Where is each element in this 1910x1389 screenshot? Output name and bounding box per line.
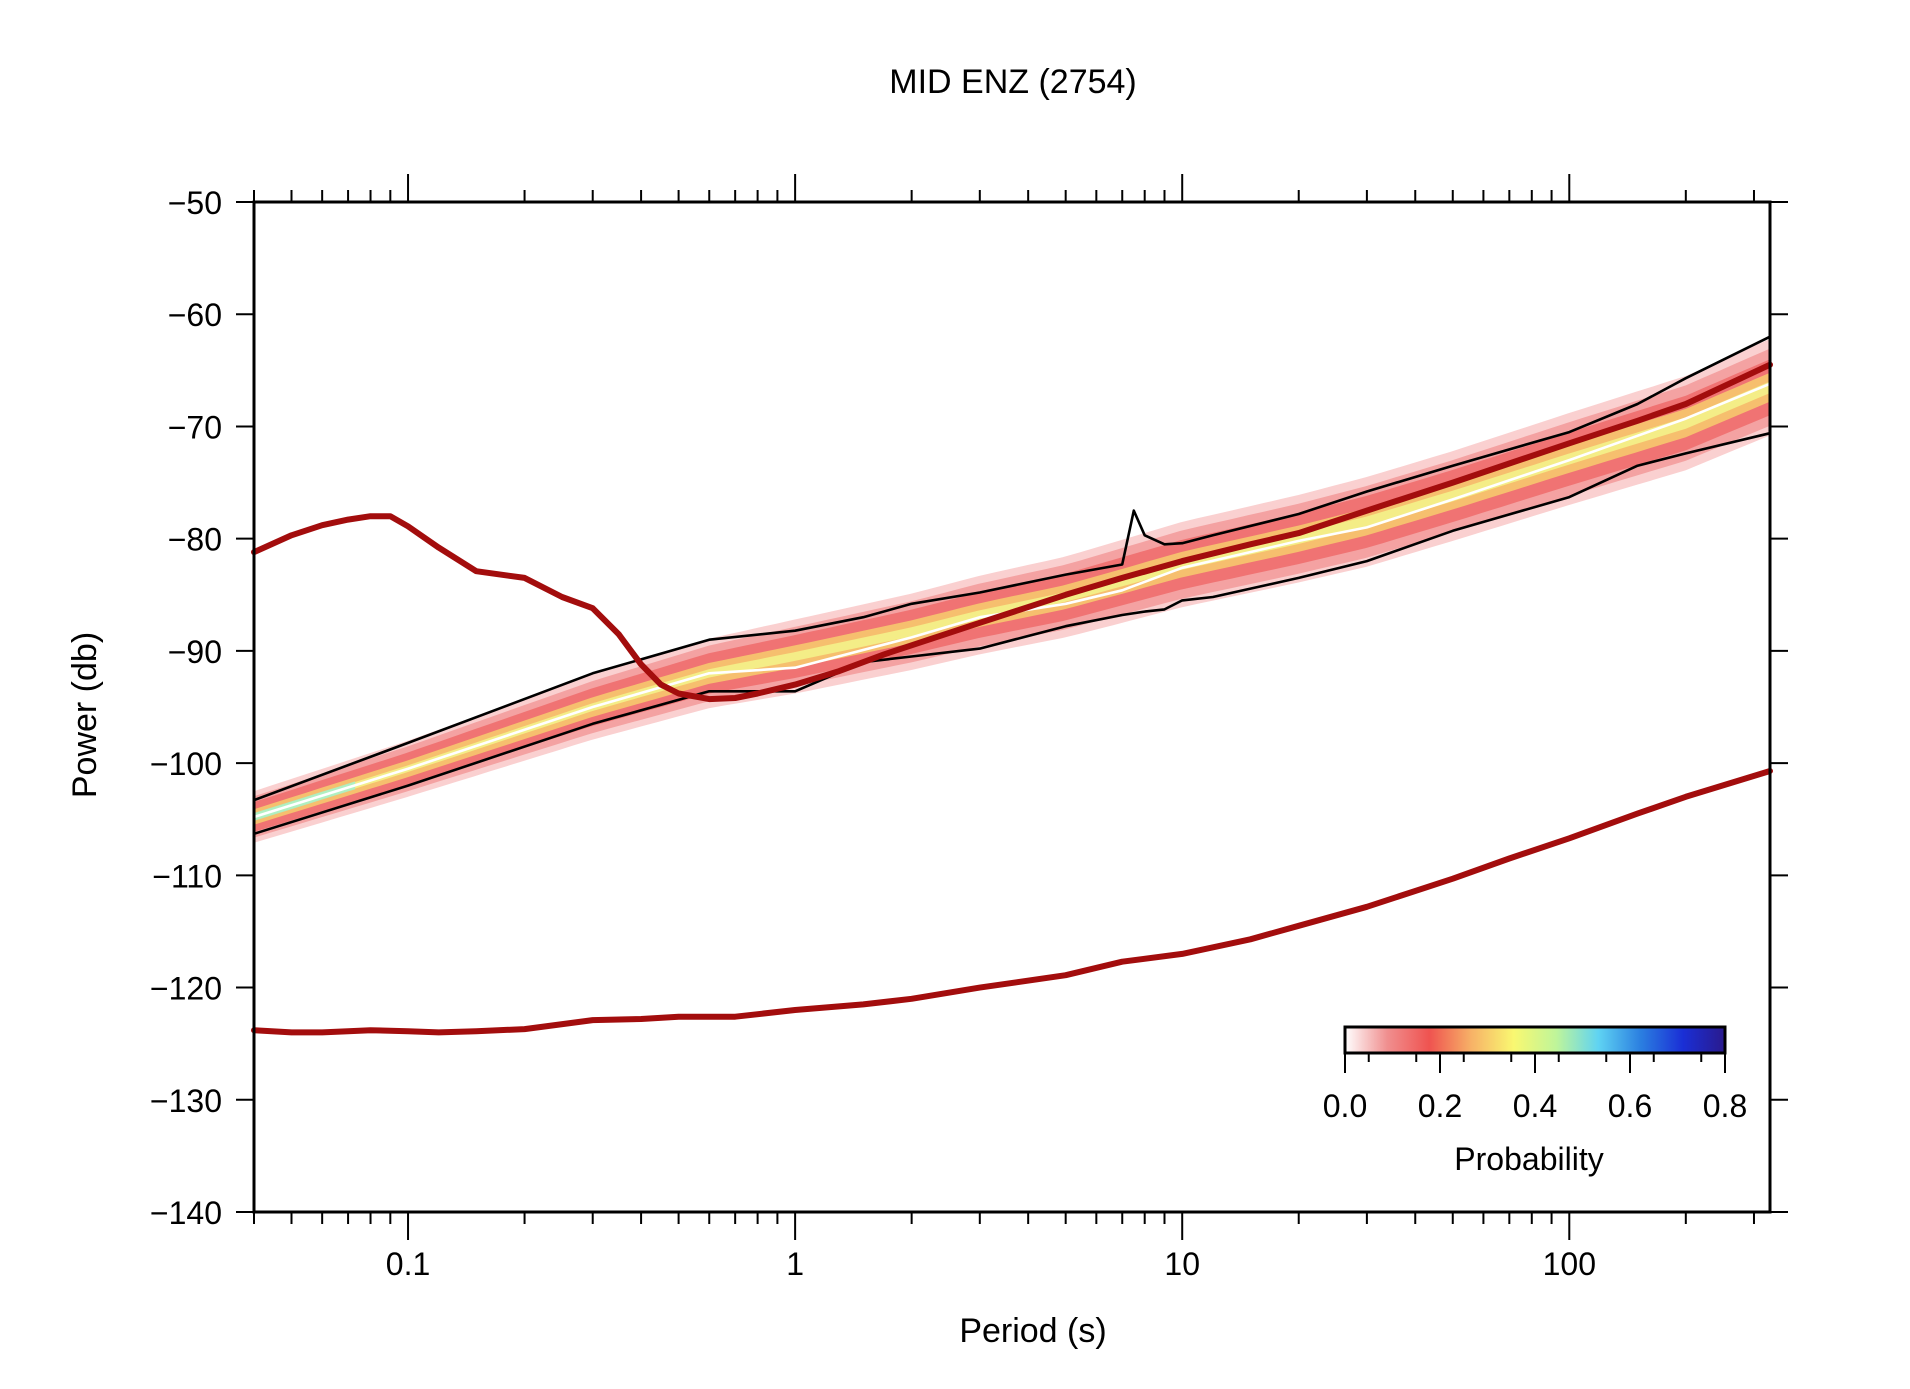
y-tick-label: −70 bbox=[168, 409, 222, 445]
series-line-lower-percentile bbox=[252, 431, 1772, 836]
colorbar-tick-label: 0.6 bbox=[1608, 1088, 1652, 1124]
x-tick-label: 1 bbox=[786, 1246, 804, 1282]
pdf-band-layer-3 bbox=[254, 372, 1770, 825]
y-tick-label: −50 bbox=[168, 185, 222, 221]
series-line-mode bbox=[252, 382, 1772, 819]
colorbar: Probability 0.0 0.2 0.4 0.6 0.8 bbox=[1323, 1025, 1747, 1177]
y-tick-label: −120 bbox=[150, 971, 222, 1007]
y-tick-label: −110 bbox=[152, 858, 222, 894]
y-tick-label: −140 bbox=[150, 1195, 222, 1231]
x-axis-label: Period (s) bbox=[959, 1312, 1106, 1350]
series-line-low-noise-model bbox=[251, 768, 1773, 1036]
x-tick-label: 10 bbox=[1164, 1246, 1200, 1282]
y-tick-label: −60 bbox=[168, 297, 222, 333]
y-tick-label: −90 bbox=[168, 634, 222, 670]
colorbar-label: Probability bbox=[1454, 1141, 1603, 1177]
y-tick-label: −100 bbox=[150, 746, 222, 782]
x-tick-label: 100 bbox=[1543, 1246, 1596, 1282]
colorbar-tick-label: 0.8 bbox=[1703, 1088, 1747, 1124]
series-lines bbox=[251, 335, 1773, 1036]
chart-title: MID ENZ (2754) bbox=[889, 63, 1137, 101]
colorbar-gradient bbox=[1343, 1025, 1727, 1055]
plot-frame bbox=[252, 200, 1772, 1214]
axes: −50 −60 −70 −80 −90 −100 −110 −120 −130 −140 0.1 1 1… bbox=[150, 174, 1788, 1282]
y-tick-label: −130 bbox=[150, 1083, 222, 1119]
colorbar-tick-label: 0.2 bbox=[1418, 1088, 1462, 1124]
series-line-high-noise-model bbox=[251, 361, 1773, 703]
x-tick-label: 0.1 bbox=[386, 1246, 430, 1282]
colorbar-tick-label: 0.0 bbox=[1323, 1088, 1367, 1124]
y-tick-label: −80 bbox=[168, 522, 222, 558]
y-axis-label: Power (db) bbox=[66, 632, 104, 798]
series-line-upper-percentile bbox=[252, 335, 1772, 802]
colorbar-tick-label: 0.4 bbox=[1513, 1088, 1557, 1124]
